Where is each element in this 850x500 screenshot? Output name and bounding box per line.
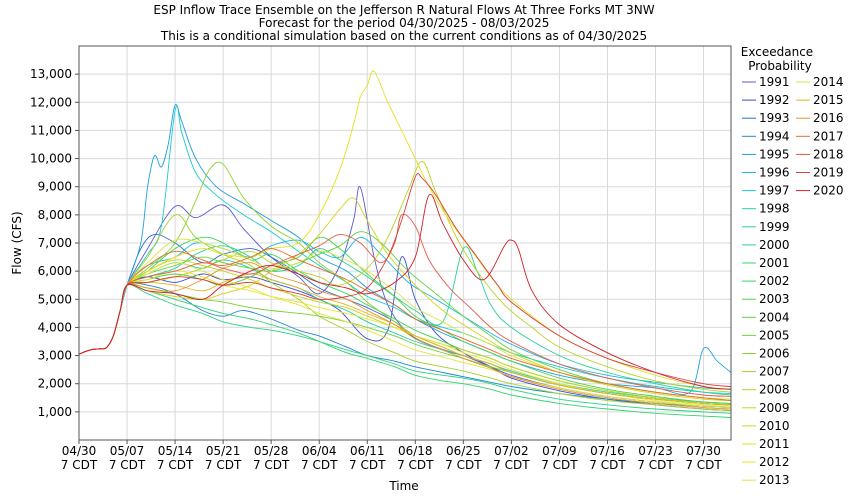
legend-label-2008: 2008 — [759, 383, 790, 397]
legend-label-2007: 2007 — [759, 365, 790, 379]
x-tick-label-tz: 7 CDT — [109, 458, 146, 472]
x-tick-label-date: 07/02 — [494, 444, 529, 458]
legend-label-2013: 2013 — [759, 473, 790, 487]
series-line-2020 — [78, 193, 732, 390]
legend-label-2016: 2016 — [813, 111, 844, 125]
series-line-2016 — [78, 262, 732, 410]
x-axis-label: Time — [388, 479, 418, 493]
x-tick-label-tz: 7 CDT — [253, 458, 290, 472]
x-tick-label-tz: 7 CDT — [445, 458, 482, 472]
x-tick-label-date: 05/07 — [110, 444, 145, 458]
legend-label-2015: 2015 — [813, 93, 844, 107]
y-tick-label: 10,000 — [30, 152, 72, 166]
legend-label-2019: 2019 — [813, 166, 844, 180]
x-tick-label-date: 06/04 — [302, 444, 337, 458]
y-tick-label: 3,000 — [38, 349, 72, 363]
legend-title-line-1: Exceedance — [741, 45, 813, 59]
legend-label-2004: 2004 — [759, 310, 790, 324]
x-tick-label-date: 06/18 — [398, 444, 433, 458]
legend-label-2005: 2005 — [759, 328, 790, 342]
y-tick-label: 1,000 — [38, 405, 72, 419]
legend-label-2011: 2011 — [759, 437, 790, 451]
x-tick-label-tz: 7 CDT — [301, 458, 338, 472]
legend-label-2000: 2000 — [759, 238, 790, 252]
series-lines — [78, 70, 732, 418]
x-tick-label-tz: 7 CDT — [157, 458, 194, 472]
x-tick-label-date: 06/11 — [350, 444, 385, 458]
x-tick-label-tz: 7 CDT — [349, 458, 386, 472]
x-tick-label-tz: 7 CDT — [493, 458, 530, 472]
legend-label-1992: 1992 — [759, 93, 790, 107]
legend-label-2009: 2009 — [759, 401, 790, 415]
legend-label-2006: 2006 — [759, 347, 790, 361]
y-tick-label: 13,000 — [30, 67, 72, 81]
y-axis-ticks: 1,000 2,000 3,000 4,000 5,000 6,000 7,000 8,000… — [30, 67, 79, 419]
legend-label-1998: 1998 — [759, 202, 790, 216]
y-tick-label: 9,000 — [38, 180, 72, 194]
legend-label-2012: 2012 — [759, 455, 790, 469]
x-tick-label-date: 05/28 — [254, 444, 289, 458]
legend-label-1995: 1995 — [759, 147, 790, 161]
series-line-2011 — [78, 70, 732, 390]
legend-title-line-2: Probability — [748, 59, 811, 73]
legend-label-2003: 2003 — [759, 292, 790, 306]
legend: Exceedance Probability 19911992199319941… — [741, 45, 844, 487]
chart-title-block: ESP Inflow Trace Ensemble on the Jeffers… — [153, 3, 654, 43]
chart-title-line-1: ESP Inflow Trace Ensemble on the Jeffers… — [153, 3, 654, 17]
legend-label-2001: 2001 — [759, 256, 790, 270]
y-tick-label: 5,000 — [38, 292, 72, 306]
x-tick-label-date: 06/25 — [446, 444, 481, 458]
y-axis-label: Flow (CFS) — [10, 211, 24, 274]
chart-title-line-2: Forecast for the period 04/30/2025 - 08/… — [259, 16, 550, 30]
x-tick-label-tz: 7 CDT — [541, 458, 578, 472]
series-line-1997 — [78, 105, 732, 395]
x-tick-label-date: 05/14 — [158, 444, 193, 458]
x-tick-label-date: 07/23 — [638, 444, 673, 458]
series-line-2005 — [78, 283, 732, 406]
x-tick-label-tz: 7 CDT — [589, 458, 626, 472]
x-tick-label-date: 05/21 — [206, 444, 241, 458]
x-tick-label-date: 04/30 — [62, 444, 97, 458]
legend-label-1991: 1991 — [759, 75, 790, 89]
legend-label-2002: 2002 — [759, 274, 790, 288]
legend-label-2010: 2010 — [759, 419, 790, 433]
legend-label-2017: 2017 — [813, 129, 844, 143]
plot-frame — [78, 45, 732, 441]
x-tick-label-tz: 7 CDT — [685, 458, 722, 472]
x-tick-label-date: 07/16 — [590, 444, 625, 458]
y-tick-label: 11,000 — [30, 123, 72, 137]
y-tick-label: 6,000 — [38, 264, 72, 278]
legend-items: 1991 1992 1993 1994 1995 1996 1997 1998 1999 2000… — [742, 75, 844, 487]
y-tick-label: 7,000 — [38, 236, 72, 250]
legend-label-1993: 1993 — [759, 111, 790, 125]
x-tick-label-date: 07/30 — [686, 444, 721, 458]
legend-label-2014: 2014 — [813, 75, 844, 89]
y-tick-label: 12,000 — [30, 95, 72, 109]
x-tick-label-date: 07/09 — [542, 444, 577, 458]
y-tick-label: 2,000 — [38, 377, 72, 391]
legend-label-1994: 1994 — [759, 129, 790, 143]
y-tick-label: 8,000 — [38, 208, 72, 222]
chart-title-line-3: This is a conditional simulation based o… — [160, 29, 647, 43]
legend-label-1996: 1996 — [759, 166, 790, 180]
x-tick-label-tz: 7 CDT — [205, 458, 242, 472]
x-tick-label-tz: 7 CDT — [637, 458, 674, 472]
series-line-1995 — [78, 103, 732, 395]
legend-label-2020: 2020 — [813, 184, 844, 198]
legend-label-1999: 1999 — [759, 220, 790, 234]
x-tick-label-tz: 7 CDT — [397, 458, 434, 472]
legend-label-1997: 1997 — [759, 184, 790, 198]
y-tick-label: 4,000 — [38, 320, 72, 334]
x-tick-label-tz: 7 CDT — [61, 458, 98, 472]
legend-label-2018: 2018 — [813, 147, 844, 161]
